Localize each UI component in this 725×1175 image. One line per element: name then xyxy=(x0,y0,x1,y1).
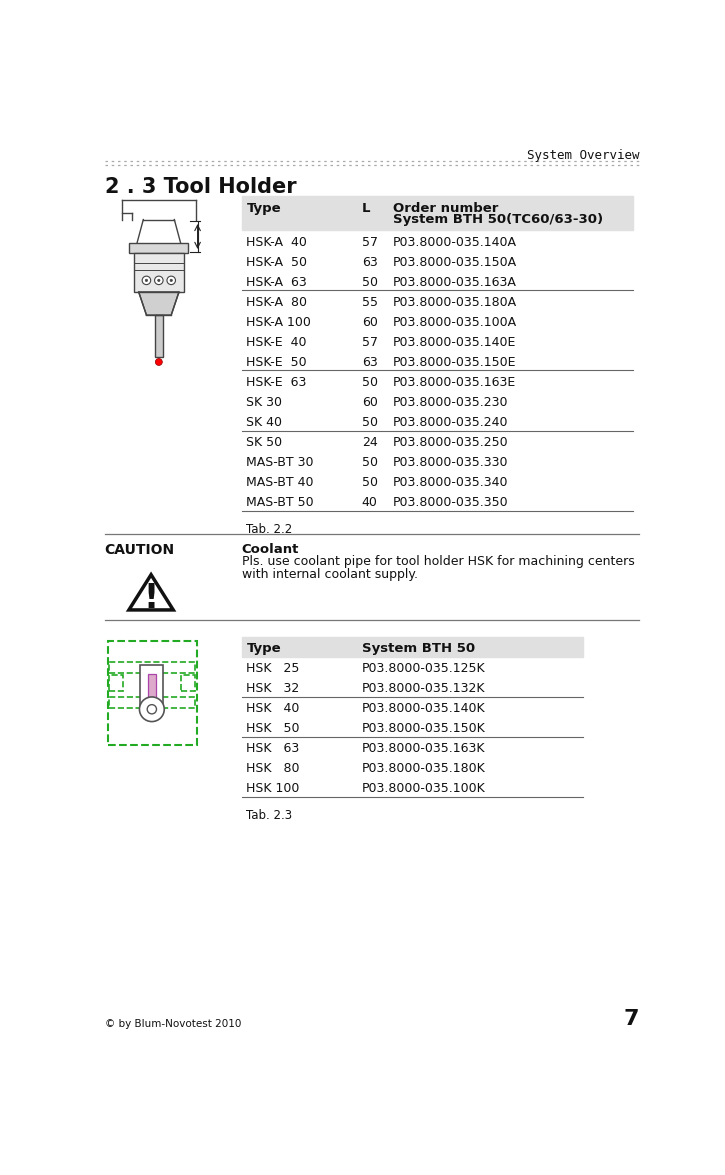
Text: P03.8000-035.150A: P03.8000-035.150A xyxy=(393,256,517,269)
Text: 24: 24 xyxy=(362,436,378,449)
Text: P03.8000-035.350: P03.8000-035.350 xyxy=(393,496,508,509)
Text: HSK-A 100: HSK-A 100 xyxy=(247,316,311,329)
Bar xyxy=(148,673,156,700)
Bar xyxy=(241,196,633,230)
Bar xyxy=(109,697,195,707)
Polygon shape xyxy=(138,291,179,315)
Text: HSK   32: HSK 32 xyxy=(247,683,299,696)
Text: P03.8000-035.150K: P03.8000-035.150K xyxy=(362,723,486,736)
Text: Pls. use coolant pipe for tool holder HSK for machining centers: Pls. use coolant pipe for tool holder HS… xyxy=(241,556,634,569)
Text: HSK-E  50: HSK-E 50 xyxy=(247,356,307,369)
Text: SK 50: SK 50 xyxy=(247,436,283,449)
Circle shape xyxy=(145,280,148,282)
Text: 63: 63 xyxy=(362,356,378,369)
Text: HSK-A  63: HSK-A 63 xyxy=(247,276,307,289)
Text: P03.8000-035.230: P03.8000-035.230 xyxy=(393,396,508,409)
Text: P03.8000-035.140A: P03.8000-035.140A xyxy=(393,236,517,249)
Text: SK 30: SK 30 xyxy=(247,396,283,409)
Text: 63: 63 xyxy=(362,256,378,269)
Text: Tab. 2.3: Tab. 2.3 xyxy=(247,810,292,822)
Text: P03.8000-035.125K: P03.8000-035.125K xyxy=(362,663,486,676)
Text: 50: 50 xyxy=(362,456,378,469)
Text: 57: 57 xyxy=(362,236,378,249)
Text: L: L xyxy=(362,202,370,215)
Text: HSK-A  40: HSK-A 40 xyxy=(247,236,307,249)
Text: Type: Type xyxy=(247,202,281,215)
Text: HSK-E  63: HSK-E 63 xyxy=(247,376,307,389)
Bar xyxy=(181,676,195,691)
Text: P03.8000-035.180A: P03.8000-035.180A xyxy=(393,296,517,309)
Text: 57: 57 xyxy=(362,336,378,349)
Circle shape xyxy=(154,276,163,284)
Text: 55: 55 xyxy=(362,296,378,309)
Circle shape xyxy=(155,358,162,365)
Circle shape xyxy=(139,697,165,721)
Text: 60: 60 xyxy=(362,396,378,409)
Text: 50: 50 xyxy=(362,476,378,489)
Text: P03.8000-035.163K: P03.8000-035.163K xyxy=(362,743,485,756)
Text: P03.8000-035.100K: P03.8000-035.100K xyxy=(362,783,486,795)
Text: Tab. 2.2: Tab. 2.2 xyxy=(247,523,293,536)
Text: P03.8000-035.180K: P03.8000-035.180K xyxy=(362,763,486,776)
Text: HSK   63: HSK 63 xyxy=(247,743,299,756)
Text: 2 . 3 Tool Holder: 2 . 3 Tool Holder xyxy=(104,177,297,197)
Bar xyxy=(109,663,195,673)
Text: !: ! xyxy=(144,583,159,616)
Circle shape xyxy=(167,276,175,284)
Text: HSK-E  40: HSK-E 40 xyxy=(247,336,307,349)
Text: P03.8000-035.163A: P03.8000-035.163A xyxy=(393,276,517,289)
Text: HSK   80: HSK 80 xyxy=(247,763,300,776)
Circle shape xyxy=(142,276,151,284)
Circle shape xyxy=(157,280,160,282)
Text: 50: 50 xyxy=(362,376,378,389)
Text: P03.8000-035.150E: P03.8000-035.150E xyxy=(393,356,516,369)
Bar xyxy=(109,676,123,691)
Text: SK 40: SK 40 xyxy=(247,416,283,429)
Text: P03.8000-035.140K: P03.8000-035.140K xyxy=(362,703,486,716)
Text: HSK-A  80: HSK-A 80 xyxy=(247,296,307,309)
Text: P03.8000-035.100A: P03.8000-035.100A xyxy=(393,316,517,329)
Text: HSK 100: HSK 100 xyxy=(247,783,299,795)
Circle shape xyxy=(170,280,173,282)
Text: HSK-A  50: HSK-A 50 xyxy=(247,256,307,269)
Text: P03.8000-035.140E: P03.8000-035.140E xyxy=(393,336,516,349)
Text: 50: 50 xyxy=(362,416,378,429)
Polygon shape xyxy=(129,575,173,610)
Text: © by Blum-Novotest 2010: © by Blum-Novotest 2010 xyxy=(104,1019,241,1029)
Text: HSK   50: HSK 50 xyxy=(247,723,300,736)
Bar xyxy=(108,640,196,745)
Text: P03.8000-035.163E: P03.8000-035.163E xyxy=(393,376,516,389)
Text: 60: 60 xyxy=(362,316,378,329)
Bar xyxy=(155,315,162,357)
Bar xyxy=(134,254,183,291)
Text: P03.8000-035.250: P03.8000-035.250 xyxy=(393,436,508,449)
Text: System BTH 50(TC60/63-30): System BTH 50(TC60/63-30) xyxy=(393,214,603,227)
Circle shape xyxy=(147,705,157,714)
Text: MAS-BT 50: MAS-BT 50 xyxy=(247,496,314,509)
Text: CAUTION: CAUTION xyxy=(104,543,175,557)
Text: HSK   25: HSK 25 xyxy=(247,663,299,676)
Bar xyxy=(140,665,163,707)
Text: 7: 7 xyxy=(624,1009,639,1029)
Text: P03.8000-035.330: P03.8000-035.330 xyxy=(393,456,508,469)
Bar xyxy=(241,637,583,657)
Text: System Overview: System Overview xyxy=(527,149,639,162)
Text: HSK   40: HSK 40 xyxy=(247,703,299,716)
Text: 40: 40 xyxy=(362,496,378,509)
Bar xyxy=(129,243,188,254)
Text: 50: 50 xyxy=(362,276,378,289)
Text: MAS-BT 30: MAS-BT 30 xyxy=(247,456,314,469)
Text: System BTH 50: System BTH 50 xyxy=(362,643,475,656)
Text: P03.8000-035.132K: P03.8000-035.132K xyxy=(362,683,485,696)
Text: P03.8000-035.340: P03.8000-035.340 xyxy=(393,476,508,489)
Text: with internal coolant supply.: with internal coolant supply. xyxy=(241,568,418,580)
Text: MAS-BT 40: MAS-BT 40 xyxy=(247,476,314,489)
Text: Order number: Order number xyxy=(393,202,498,215)
Text: P03.8000-035.240: P03.8000-035.240 xyxy=(393,416,508,429)
Text: Coolant: Coolant xyxy=(241,543,299,556)
Text: Type: Type xyxy=(247,643,281,656)
